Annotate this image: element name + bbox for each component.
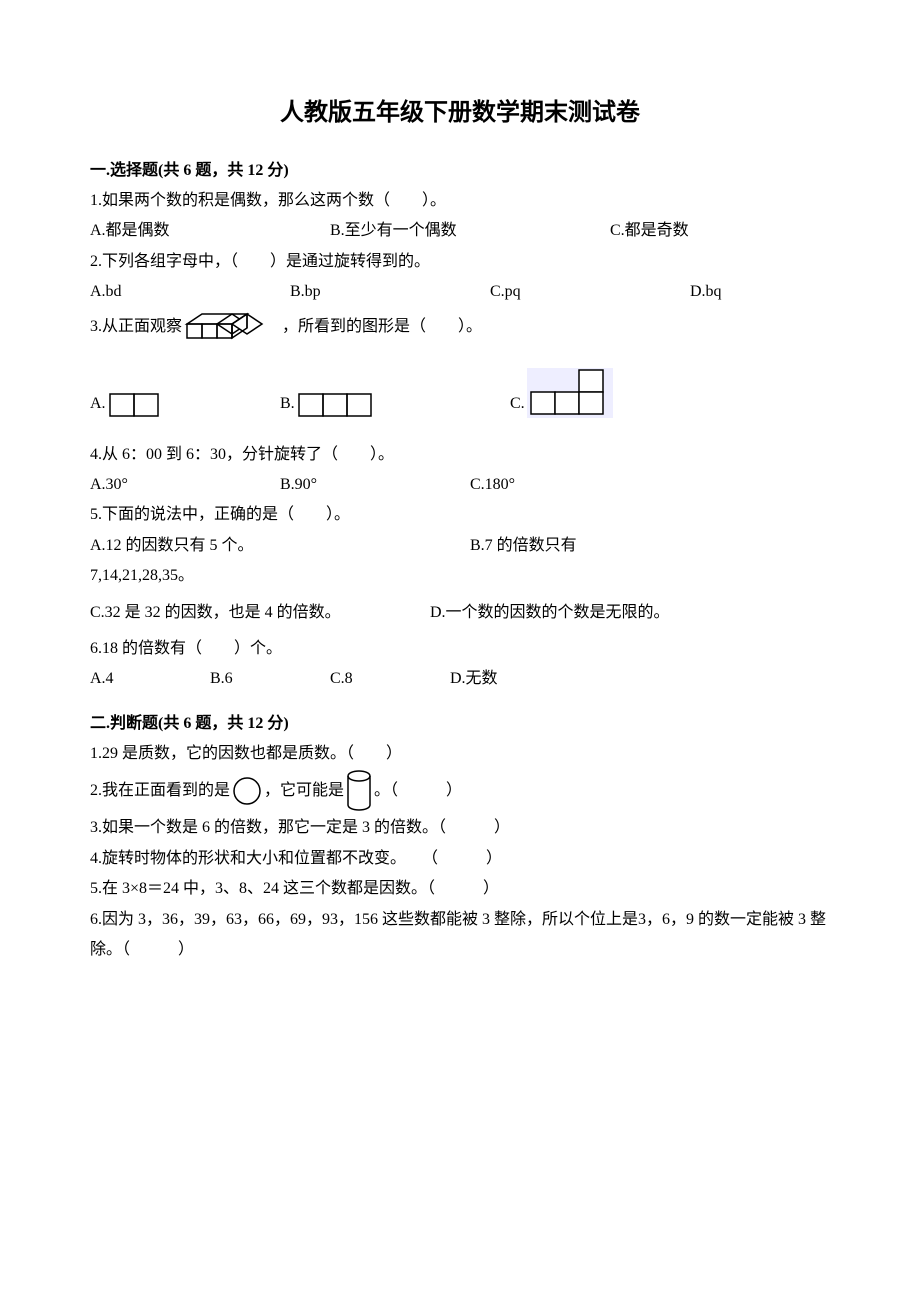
q1-opt-a: A.都是偶数 [90, 216, 330, 246]
q3-opt-b: B. [280, 389, 295, 419]
q5-opt-b: B.7 的倍数只有 [470, 531, 577, 561]
q3-post: ，所看到的图形是（ ）。 [282, 312, 482, 342]
shape-c-icon [525, 368, 615, 420]
q3-opt-b-wrap: B. [280, 389, 510, 419]
question-4: 4.从 6：00 到 6：30，分针旋转了（ ）。 [90, 440, 830, 470]
q4-opt-b: B.90° [280, 470, 470, 500]
question-3: 3.从正面观察 ，所看到的图形是（ ）。 [90, 308, 830, 348]
question-2: 2.下列各组字母中，（ ）是通过旋转得到的。 [90, 247, 830, 277]
judge-3: 3.如果一个数是 6 的倍数，那它一定是 3 的倍数。（ ） [90, 813, 830, 843]
q6-opt-d: D.无数 [450, 664, 498, 694]
page-title: 人教版五年级下册数学期末测试卷 [90, 90, 830, 136]
q3-opt-a: A. [90, 389, 106, 419]
q5-opt-c: C.32 是 32 的因数，也是 4 的倍数。 [90, 598, 430, 628]
question-5: 5.下面的说法中，正确的是（ ）。 [90, 500, 830, 530]
question-6: 6.18 的倍数有（ ）个。 [90, 634, 830, 664]
q2-opt-c: C.pq [490, 277, 690, 307]
judge-2: 2.我在正面看到的是 ，它可能是 。（ ） [90, 769, 830, 813]
q6-opt-b: B.6 [210, 664, 330, 694]
q3-opt-c-wrap: C. [510, 368, 615, 420]
question-1: 1.如果两个数的积是偶数，那么这两个数（ ）。 [90, 186, 830, 216]
j2-post: 。（ ） [374, 776, 462, 806]
cylinder-icon [344, 769, 374, 813]
q2-opt-a: A.bd [90, 277, 290, 307]
q1-opt-b: B.至少有一个偶数 [330, 216, 610, 246]
cuboid-icon [182, 308, 282, 348]
q6-options: A.4 B.6 C.8 D.无数 [90, 664, 830, 694]
q1-opt-c: C.都是奇数 [610, 216, 689, 246]
q5-options-row1: A.12 的因数只有 5 个。 B.7 的倍数只有 [90, 531, 830, 561]
shape-b-icon [295, 390, 381, 420]
q6-opt-c: C.8 [330, 664, 450, 694]
judge-1: 1.29 是质数，它的因数也都是质数。（ ） [90, 739, 830, 769]
section-1-header: 一.选择题(共 6 题，共 12 分) [90, 156, 830, 186]
judge-6: 6.因为 3，36，39，63，66，69，93，156 这些数都能被 3 整除… [90, 905, 830, 966]
q5-opt-b2: 7,14,21,28,35。 [90, 561, 830, 591]
j2-mid: ，它可能是 [264, 776, 344, 806]
j2-pre: 2.我在正面看到的是 [90, 776, 230, 806]
q3-options: A. B. C. [90, 368, 830, 420]
judge-5: 5.在 3×8＝24 中，3、8、24 这三个数都是因数。（ ） [90, 874, 830, 904]
q5-opt-a: A.12 的因数只有 5 个。 [90, 531, 470, 561]
circle-icon [230, 774, 264, 808]
q4-options: A.30° B.90° C.180° [90, 470, 830, 500]
section-2-header: 二.判断题(共 6 题，共 12 分) [90, 709, 830, 739]
q2-opt-b: B.bp [290, 277, 490, 307]
q1-options: A.都是偶数 B.至少有一个偶数 C.都是奇数 [90, 216, 830, 246]
q4-opt-c: C.180° [470, 470, 515, 500]
q2-options: A.bd B.bp C.pq D.bq [90, 277, 830, 307]
judge-4: 4.旋转时物体的形状和大小和位置都不改变。 （ ） [90, 844, 830, 874]
q5-opt-d: D.一个数的因数的个数是无限的。 [430, 598, 670, 628]
q3-opt-a-wrap: A. [90, 389, 280, 419]
q2-opt-d: D.bq [690, 277, 722, 307]
shape-a-icon [106, 390, 166, 420]
q5-options-row2: C.32 是 32 的因数，也是 4 的倍数。 D.一个数的因数的个数是无限的。 [90, 598, 830, 628]
q3-pre: 3.从正面观察 [90, 312, 182, 342]
q3-opt-c: C. [510, 389, 525, 419]
q4-opt-a: A.30° [90, 470, 280, 500]
q6-opt-a: A.4 [90, 664, 210, 694]
